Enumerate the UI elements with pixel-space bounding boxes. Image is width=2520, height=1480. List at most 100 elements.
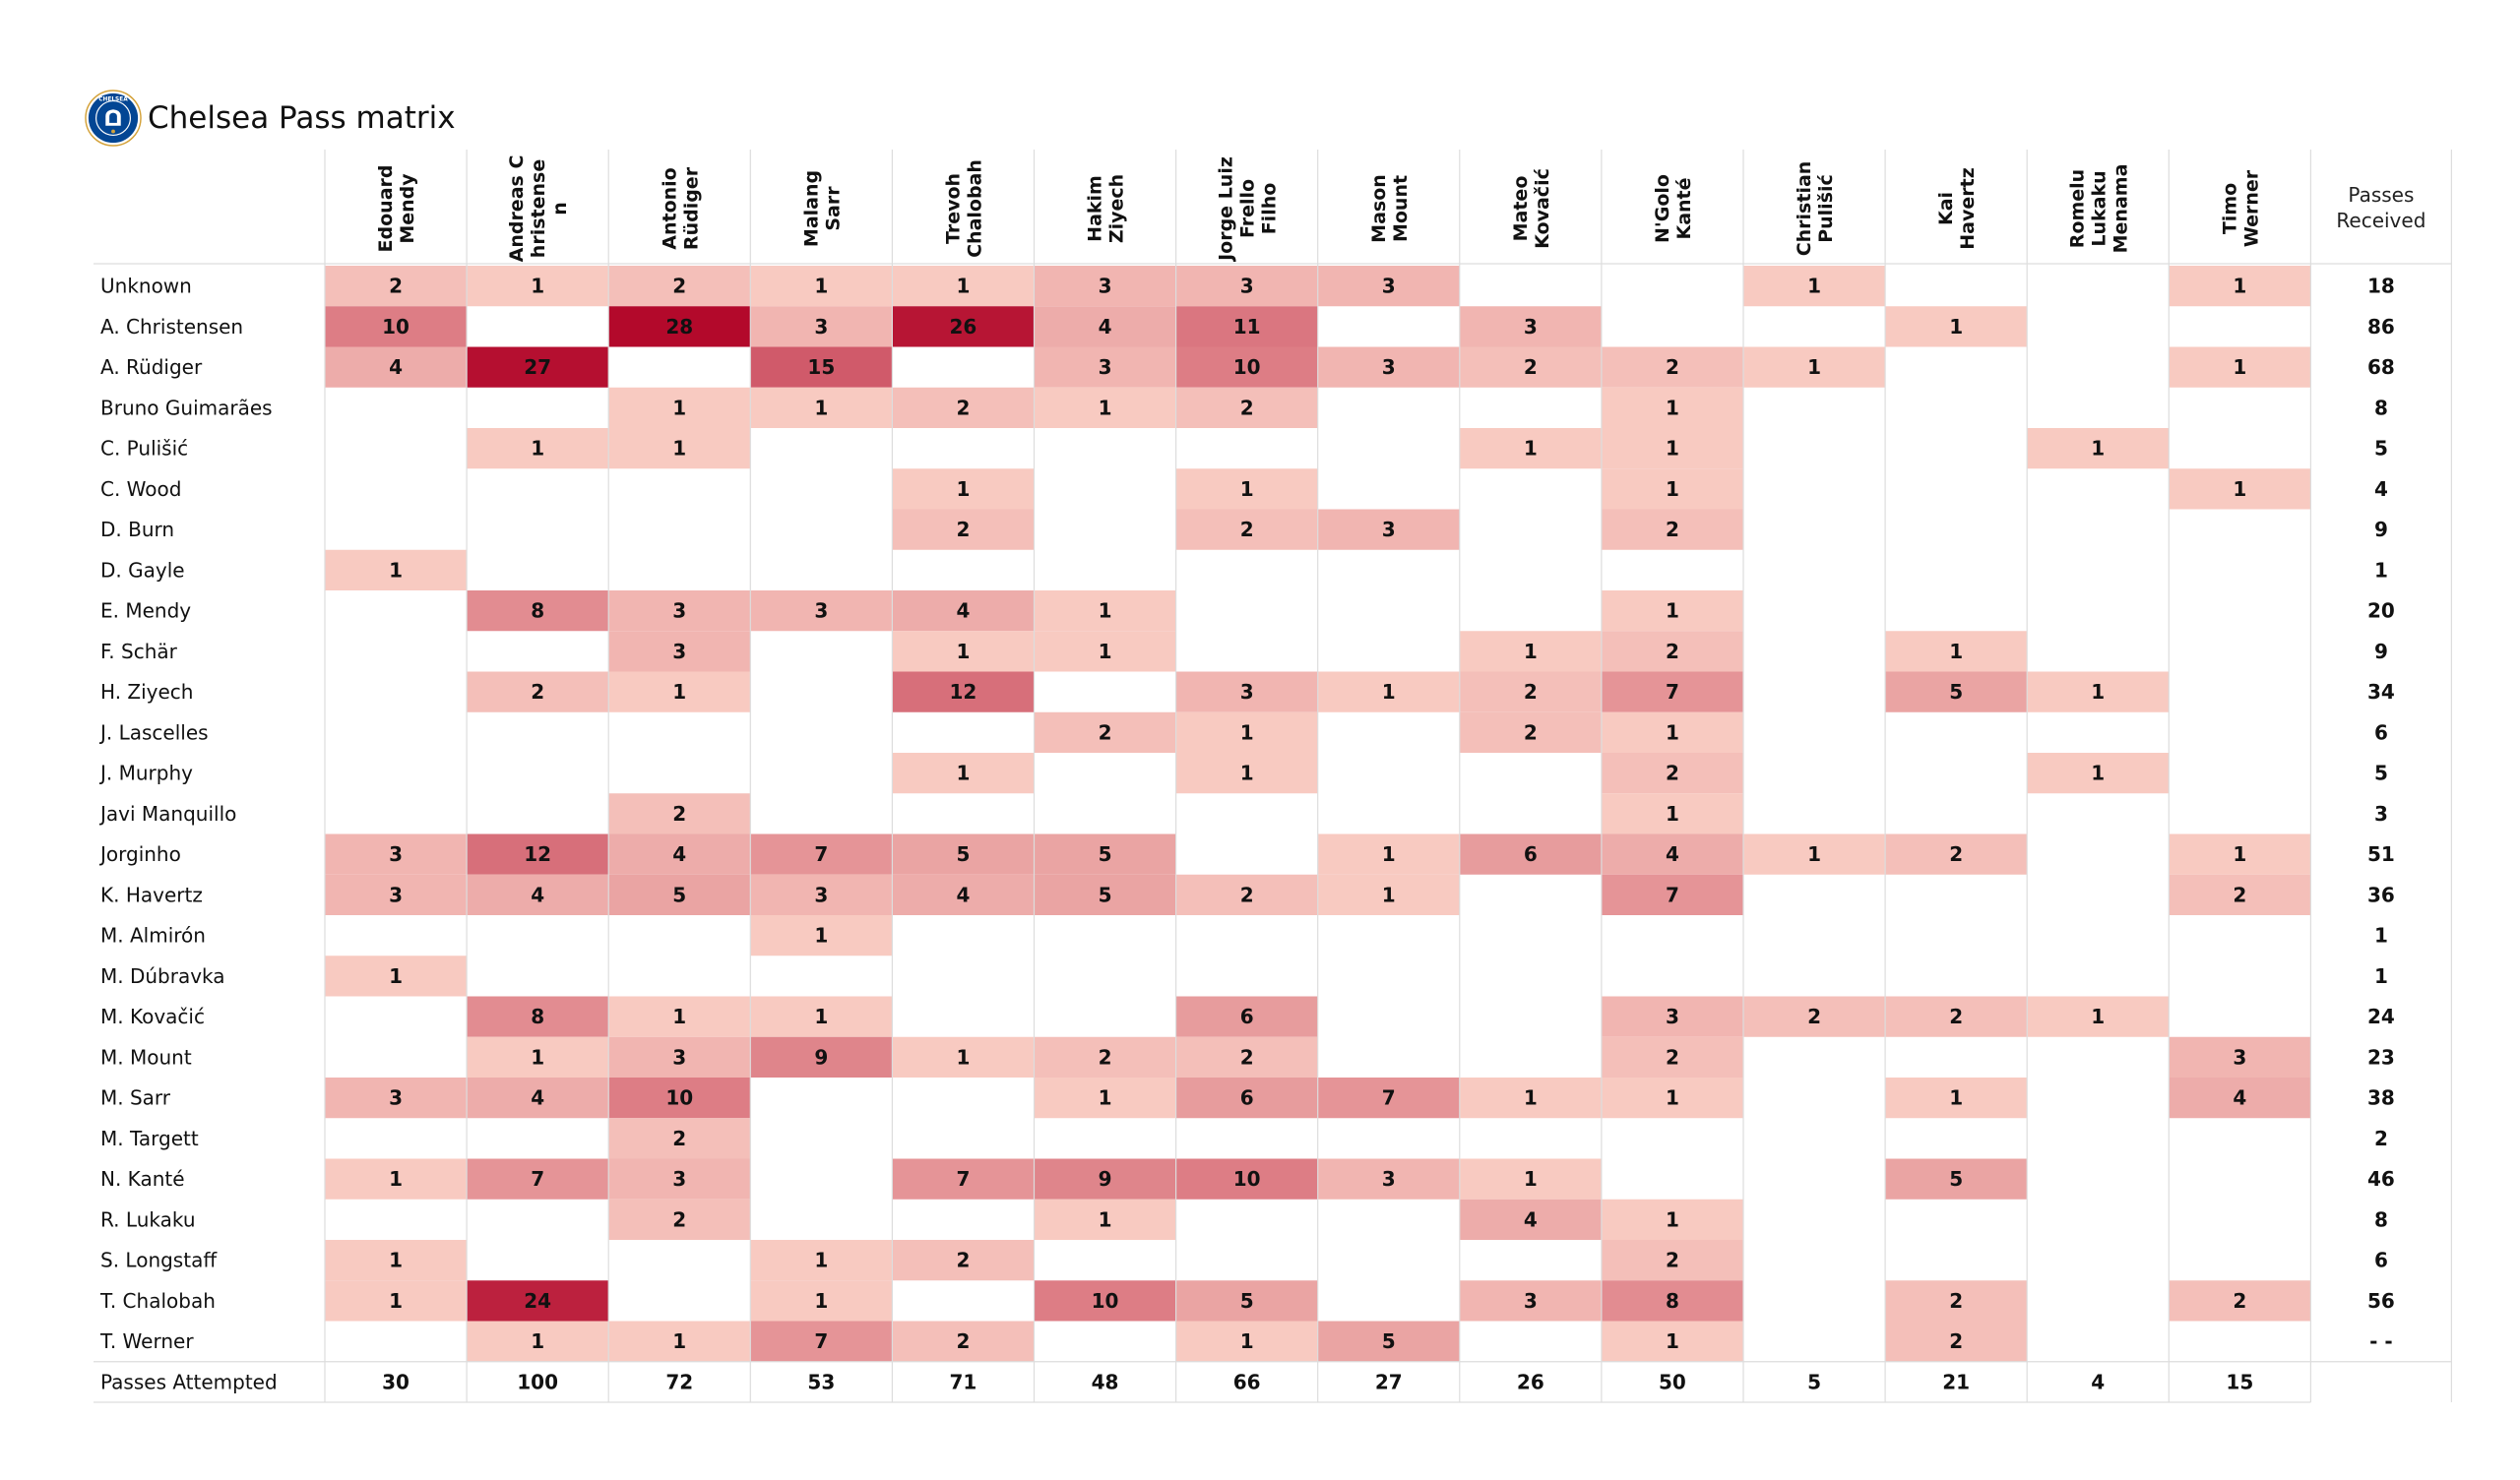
matrix-cell (608, 671, 751, 712)
matrix-cell (892, 1321, 1035, 1362)
received-total: 8 (2374, 396, 2388, 419)
cell-value: 1 (389, 1289, 403, 1313)
cell-value: 1 (1949, 315, 1963, 339)
cell-value: 3 (1666, 1005, 1679, 1028)
cell-value: 1 (1666, 477, 1679, 501)
cell-value: 1 (956, 640, 970, 663)
cell-value: 4 (956, 883, 970, 906)
cell-value: 1 (1666, 396, 1679, 419)
received-total: 6 (2374, 720, 2388, 744)
matrix-cell (1601, 428, 1743, 469)
cell-value: 1 (1807, 842, 1821, 866)
cell-value: 6 (1240, 1005, 1254, 1028)
cell-value: 1 (672, 1329, 686, 1353)
attempted-total: 100 (517, 1370, 558, 1393)
matrix-cell (1885, 1078, 2028, 1119)
cell-value: 3 (1524, 315, 1538, 339)
column-header: Christian Pulišić (1794, 161, 1837, 257)
matrix-cell (1885, 996, 2028, 1037)
matrix-cell (750, 387, 893, 428)
received-total: 1 (2374, 924, 2388, 948)
matrix-cell (1317, 1158, 1460, 1200)
matrix-cell (892, 874, 1035, 915)
row-label: A. Rüdiger (100, 355, 203, 379)
column-header-line: Mendy (397, 173, 418, 244)
matrix-cell (467, 1158, 609, 1200)
matrix-cell (2027, 996, 2170, 1037)
cell-value: 4 (1666, 842, 1679, 866)
matrix-cell (750, 306, 893, 347)
row-label: S. Longstaff (100, 1249, 218, 1272)
matrix-cell (1601, 671, 1743, 712)
matrix-cell (325, 1280, 468, 1322)
cell-value: 2 (672, 275, 686, 298)
matrix-cell (2169, 1280, 2311, 1322)
matrix-cell (1175, 1158, 1318, 1200)
matrix-cell (1601, 1078, 1743, 1119)
matrix-cell (1175, 346, 1318, 388)
cell-value: 5 (672, 883, 686, 906)
cell-value: 1 (1666, 1329, 1679, 1353)
attempted-total: 27 (1375, 1370, 1403, 1393)
column-header-line: Hakim (1085, 175, 1106, 242)
row-label: H. Ziyech (100, 680, 193, 704)
cell-value: 3 (814, 883, 828, 906)
cell-value: 3 (389, 1086, 403, 1110)
cell-value: 1 (1666, 1086, 1679, 1110)
row-label: J. Murphy (98, 762, 193, 785)
column-header-line: Edouard (375, 165, 397, 253)
cell-value: 2 (531, 680, 544, 704)
matrix-cell (1175, 996, 1318, 1037)
row-label: C. Wood (100, 477, 181, 501)
received-total: 38 (2367, 1086, 2395, 1110)
matrix-cell (1601, 753, 1743, 794)
attempted-total: 53 (807, 1370, 835, 1393)
cell-value: 2 (1807, 1005, 1821, 1028)
matrix-cell (608, 874, 751, 915)
cell-value: 7 (814, 1329, 828, 1353)
cell-value: 3 (672, 640, 686, 663)
matrix-cell (608, 996, 751, 1037)
matrix-cell (1459, 428, 1602, 469)
received-total: 5 (2374, 762, 2388, 785)
cell-value: 1 (1382, 842, 1396, 866)
received-total: 34 (2367, 680, 2395, 704)
cell-value: 2 (956, 1329, 970, 1353)
cell-value: 24 (524, 1289, 551, 1313)
matrix-cell (1459, 1280, 1602, 1322)
matrix-cell (1175, 753, 1318, 794)
received-total: 56 (2367, 1289, 2395, 1313)
matrix-cell (1743, 346, 1886, 388)
column-header-line: Pulišić (1815, 174, 1837, 243)
cell-value: 9 (1099, 1167, 1112, 1191)
cell-value: 1 (956, 762, 970, 785)
cell-value: 3 (1099, 355, 1112, 379)
matrix-cell (1459, 306, 1602, 347)
received-total: 8 (2374, 1207, 2388, 1231)
cell-value: 11 (1233, 315, 1261, 339)
cell-value: 1 (956, 1045, 970, 1069)
matrix-cell (1743, 996, 1886, 1037)
matrix-cell (892, 631, 1035, 672)
row-label: N. Kanté (100, 1167, 185, 1191)
matrix-cell (892, 590, 1035, 632)
cell-value: 1 (814, 1249, 828, 1272)
cell-value: 1 (531, 1329, 544, 1353)
cell-value: 1 (672, 396, 686, 419)
cell-value: 5 (956, 842, 970, 866)
matrix-cell (2169, 468, 2311, 510)
column-header-line: Malang (800, 170, 822, 247)
cell-value: 1 (389, 1249, 403, 1272)
cell-value: 1 (814, 1289, 828, 1313)
matrix-cell (608, 631, 751, 672)
matrix-cell (892, 387, 1035, 428)
matrix-cell (1034, 590, 1176, 632)
cell-value: 2 (956, 518, 970, 541)
matrix-cell (467, 1078, 609, 1119)
cell-value: 3 (1382, 355, 1396, 379)
attempted-total: 48 (1092, 1370, 1119, 1393)
cell-value: 1 (1240, 720, 1254, 744)
cell-value: 2 (1524, 355, 1538, 379)
row-label: D. Gayle (100, 558, 185, 582)
